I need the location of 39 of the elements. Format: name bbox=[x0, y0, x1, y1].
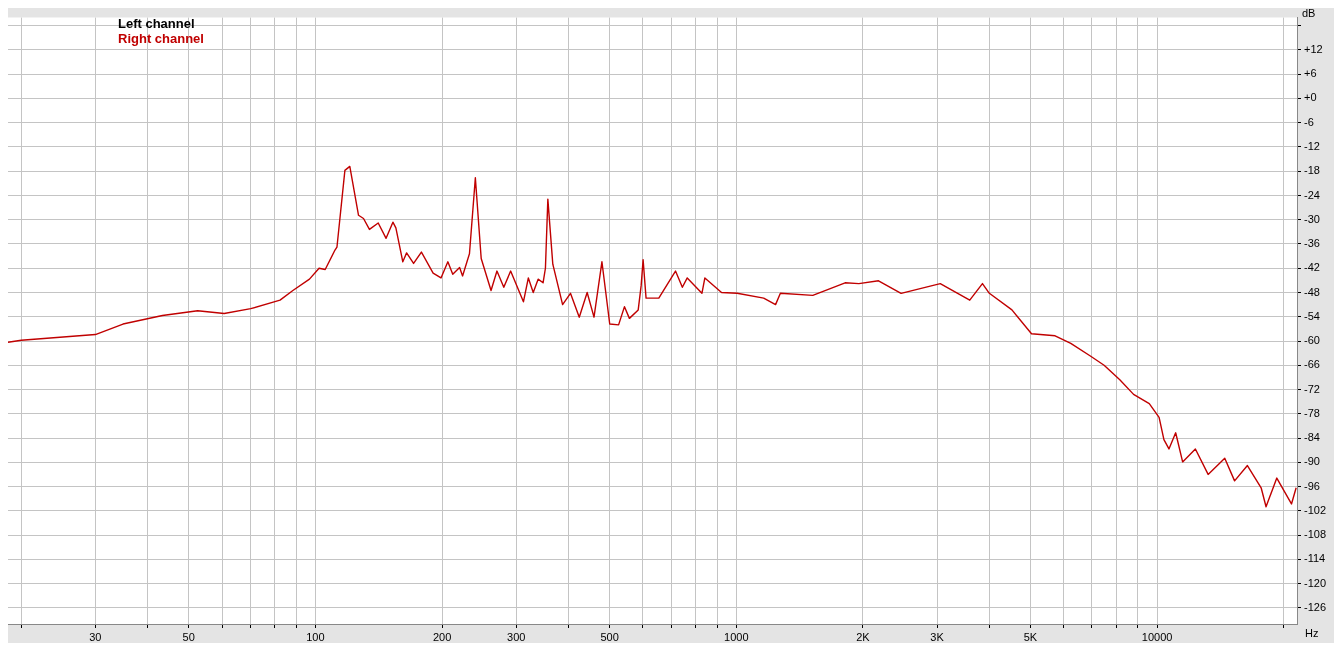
y-tick-label: -126 bbox=[1304, 600, 1327, 613]
x-axis-title: Hz bbox=[1305, 627, 1319, 640]
y-axis-title: dB bbox=[1302, 6, 1316, 19]
y-tick-label: -102 bbox=[1304, 503, 1327, 516]
y-tick-label: -108 bbox=[1304, 528, 1327, 541]
x-tick-label: 50 bbox=[182, 630, 195, 643]
x-tick-label: 200 bbox=[432, 630, 452, 643]
y-tick-label: -78 bbox=[1304, 406, 1320, 419]
y-tick-label: -42 bbox=[1304, 261, 1320, 274]
y-tick-label: +6 bbox=[1304, 67, 1317, 80]
x-tick-label: 500 bbox=[600, 630, 619, 643]
y-tick-label: +12 bbox=[1304, 42, 1323, 55]
y-tick-label: -18 bbox=[1304, 164, 1320, 177]
y-tick-label: -96 bbox=[1304, 479, 1320, 492]
y-tick-label: -12 bbox=[1304, 140, 1320, 152]
y-tick-label: -120 bbox=[1304, 576, 1327, 589]
y-tick-label: -114 bbox=[1304, 552, 1326, 565]
x-tick-label: 30 bbox=[89, 630, 102, 643]
legend-label: Left channel bbox=[118, 16, 196, 31]
y-tick-label: -90 bbox=[1304, 455, 1320, 468]
x-tick-label: 5K bbox=[1023, 630, 1038, 643]
x-tick-label: 1000 bbox=[724, 630, 749, 643]
y-tick-label: -6 bbox=[1304, 115, 1314, 128]
y-tick-label: -54 bbox=[1304, 309, 1320, 322]
y-tick-label: -36 bbox=[1304, 237, 1320, 250]
x-tick-label: 10000 bbox=[1141, 630, 1173, 643]
y-tick-label: -24 bbox=[1304, 188, 1320, 201]
y-tick-label: -66 bbox=[1304, 358, 1320, 371]
x-tick-label: 3K bbox=[930, 630, 945, 643]
x-tick-label: 2K bbox=[856, 630, 871, 643]
x-tick-label: 300 bbox=[507, 630, 526, 643]
y-tick-label: -30 bbox=[1304, 212, 1320, 225]
y-tick-label: +0 bbox=[1304, 91, 1317, 104]
y-tick-label: -72 bbox=[1304, 382, 1320, 395]
text: Right channel bbox=[118, 31, 204, 46]
y-tick-label: -84 bbox=[1304, 431, 1320, 444]
x-tick-label: 100 bbox=[306, 630, 325, 643]
y-tick-label: -60 bbox=[1304, 334, 1320, 347]
y-tick-label: -48 bbox=[1304, 285, 1320, 298]
